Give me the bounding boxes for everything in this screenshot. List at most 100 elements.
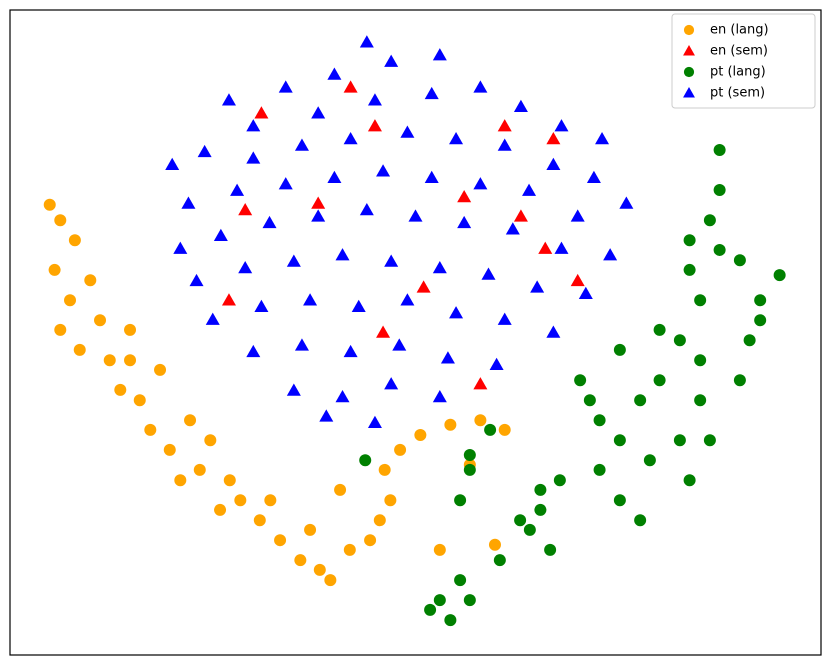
point bbox=[163, 443, 176, 456]
point bbox=[359, 454, 372, 467]
point bbox=[694, 354, 707, 367]
point bbox=[433, 543, 446, 556]
point bbox=[683, 474, 696, 487]
point bbox=[43, 198, 56, 211]
point bbox=[274, 534, 287, 547]
point bbox=[497, 312, 512, 325]
point bbox=[554, 241, 569, 254]
point bbox=[546, 132, 561, 145]
point bbox=[553, 474, 566, 487]
point bbox=[253, 514, 266, 527]
point bbox=[103, 354, 116, 367]
point bbox=[473, 80, 488, 93]
point bbox=[454, 494, 467, 507]
point bbox=[384, 377, 399, 390]
point bbox=[424, 170, 439, 183]
point bbox=[214, 503, 227, 516]
point bbox=[505, 222, 520, 235]
point bbox=[673, 334, 686, 347]
point bbox=[424, 86, 439, 100]
point bbox=[497, 138, 512, 151]
point bbox=[713, 243, 726, 256]
point bbox=[574, 374, 587, 387]
point bbox=[554, 119, 569, 132]
point bbox=[384, 54, 399, 67]
point bbox=[414, 429, 427, 442]
point bbox=[384, 494, 397, 507]
point bbox=[595, 132, 610, 145]
point bbox=[523, 523, 536, 536]
point bbox=[432, 261, 447, 274]
point bbox=[440, 351, 455, 364]
point bbox=[703, 214, 716, 227]
point bbox=[546, 157, 561, 171]
point bbox=[498, 423, 511, 436]
point bbox=[68, 234, 81, 247]
legend-label: en (lang) bbox=[710, 23, 769, 38]
point bbox=[165, 157, 180, 171]
legend-marker bbox=[683, 66, 695, 78]
point bbox=[400, 125, 415, 138]
point bbox=[733, 374, 746, 387]
point bbox=[473, 377, 488, 390]
point bbox=[184, 414, 197, 427]
point bbox=[378, 463, 391, 476]
point bbox=[463, 449, 476, 462]
point bbox=[367, 415, 382, 429]
point bbox=[73, 343, 86, 356]
point bbox=[416, 280, 431, 293]
point bbox=[204, 434, 217, 447]
point bbox=[432, 48, 447, 61]
point bbox=[327, 67, 342, 80]
point bbox=[534, 503, 547, 516]
point bbox=[653, 323, 666, 336]
point bbox=[578, 286, 593, 300]
point bbox=[343, 543, 356, 556]
legend-box bbox=[671, 13, 816, 109]
point bbox=[64, 294, 77, 307]
point bbox=[324, 574, 337, 587]
point bbox=[367, 93, 382, 106]
point bbox=[144, 423, 157, 436]
point bbox=[230, 183, 245, 196]
point bbox=[522, 183, 537, 196]
point bbox=[313, 563, 326, 576]
point bbox=[613, 434, 626, 447]
point bbox=[488, 538, 501, 551]
point bbox=[493, 554, 506, 567]
point bbox=[343, 132, 358, 145]
point bbox=[634, 394, 647, 407]
point bbox=[634, 514, 647, 527]
point bbox=[754, 294, 767, 307]
point bbox=[408, 209, 423, 222]
point bbox=[54, 323, 67, 336]
point bbox=[694, 394, 707, 407]
point bbox=[513, 99, 528, 112]
point bbox=[514, 514, 527, 527]
point bbox=[294, 338, 309, 351]
point bbox=[544, 543, 557, 556]
point bbox=[114, 383, 127, 396]
point bbox=[432, 390, 447, 403]
legend-label: pt (sem) bbox=[710, 86, 765, 101]
point bbox=[694, 294, 707, 307]
point bbox=[773, 269, 786, 282]
point bbox=[683, 234, 696, 247]
point bbox=[481, 267, 496, 280]
point bbox=[394, 443, 407, 456]
point bbox=[586, 170, 601, 183]
point bbox=[286, 254, 301, 267]
point bbox=[513, 209, 528, 222]
point bbox=[546, 325, 561, 338]
point bbox=[181, 196, 196, 209]
point bbox=[424, 603, 437, 616]
point bbox=[530, 280, 545, 293]
point bbox=[278, 177, 293, 190]
point bbox=[713, 143, 726, 156]
point bbox=[221, 93, 236, 106]
point bbox=[359, 202, 374, 216]
point bbox=[48, 263, 61, 276]
point bbox=[311, 196, 326, 209]
point bbox=[311, 106, 326, 119]
point bbox=[643, 454, 656, 467]
